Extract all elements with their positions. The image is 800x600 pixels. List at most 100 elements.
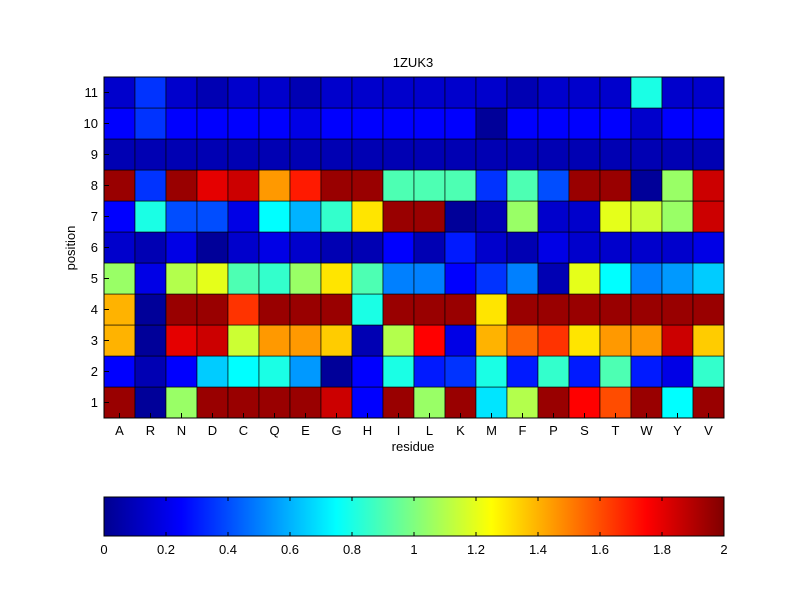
heatmap-cell	[258, 200, 291, 233]
heatmap-cell	[413, 169, 446, 202]
y-tick-label: 10	[84, 116, 98, 131]
heatmap-cell	[630, 355, 663, 388]
heatmap-cell	[103, 355, 136, 388]
heatmap-cell	[506, 231, 539, 264]
heatmap-cell	[165, 293, 198, 326]
y-tick-label: 6	[91, 240, 98, 255]
heatmap-cell	[134, 169, 167, 202]
heatmap-cell	[506, 107, 539, 140]
heatmap-cell	[382, 386, 415, 419]
x-tick-label: D	[208, 423, 217, 438]
x-tick-label: R	[146, 423, 155, 438]
heatmap-cell	[413, 107, 446, 140]
heatmap-cell	[475, 169, 508, 202]
heatmap-cell	[630, 200, 663, 233]
heatmap-cell	[103, 293, 136, 326]
heatmap-cell	[568, 355, 601, 388]
heatmap-cell	[134, 231, 167, 264]
heatmap-cell	[382, 262, 415, 295]
heatmap-cell	[196, 107, 229, 140]
heatmap-cell	[351, 355, 384, 388]
heatmap-cell	[134, 293, 167, 326]
heatmap-cell	[630, 231, 663, 264]
heatmap-cell	[537, 324, 570, 357]
heatmap-cell	[537, 293, 570, 326]
heatmap-cell	[258, 355, 291, 388]
heatmap-cell	[506, 200, 539, 233]
heatmap-cell	[382, 107, 415, 140]
heatmap-cell	[320, 76, 353, 109]
heatmap-cell	[289, 107, 322, 140]
x-tick-label: C	[239, 423, 248, 438]
heatmap-cell	[320, 386, 353, 419]
heatmap-cell	[475, 324, 508, 357]
heatmap-cell	[661, 138, 694, 171]
heatmap-cell	[475, 76, 508, 109]
heatmap-cell	[537, 231, 570, 264]
heatmap-cell	[661, 76, 694, 109]
y-tick-label: 4	[91, 302, 98, 317]
heatmap-cell	[537, 262, 570, 295]
heatmap-cell	[568, 293, 601, 326]
heatmap-cell	[258, 138, 291, 171]
heatmap-cell	[506, 76, 539, 109]
colorbar-ticks: 0 0.2 0.4 0.6 0.8 1 1.2 1.4 1.6 1.8 2	[100, 497, 728, 557]
heatmap-cell	[196, 138, 229, 171]
heatmap-cell	[413, 293, 446, 326]
heatmap-cell	[661, 355, 694, 388]
heatmap-cell	[165, 138, 198, 171]
heatmap-cell	[103, 169, 136, 202]
heatmap-cell	[413, 324, 446, 357]
heatmap-cell	[382, 231, 415, 264]
heatmap-cell	[568, 76, 601, 109]
heatmap-cell	[599, 76, 632, 109]
heatmap-cell	[537, 169, 570, 202]
heatmap-cell	[506, 138, 539, 171]
heatmap-cell	[258, 293, 291, 326]
heatmap-cell	[289, 231, 322, 264]
heatmap-cell	[599, 169, 632, 202]
heatmap-cell	[320, 231, 353, 264]
heatmap-cell	[444, 169, 477, 202]
heatmap-cell	[444, 200, 477, 233]
heatmap-cell	[320, 169, 353, 202]
y-tick-label: 8	[91, 178, 98, 193]
heatmap-cell	[475, 262, 508, 295]
colorbar-tick-label: 1.2	[467, 542, 485, 557]
heatmap-cell	[661, 386, 694, 419]
heatmap-cell	[351, 293, 384, 326]
x-tick-label: P	[549, 423, 558, 438]
x-tick-label: M	[486, 423, 497, 438]
heatmap-cell	[444, 107, 477, 140]
heatmap-cell	[599, 386, 632, 419]
colorbar	[103, 496, 725, 537]
heatmap-cell	[630, 107, 663, 140]
heatmap-cell	[227, 200, 260, 233]
heatmap-cell	[258, 76, 291, 109]
x-tick-label: V	[704, 423, 713, 438]
x-tick-label: F	[519, 423, 527, 438]
heatmap-cell	[537, 200, 570, 233]
y-tick-label: 2	[91, 364, 98, 379]
heatmap-cell	[258, 386, 291, 419]
heatmap-cell	[165, 107, 198, 140]
heatmap-cell	[227, 138, 260, 171]
heatmap-cell	[692, 169, 725, 202]
heatmap-cell	[661, 262, 694, 295]
heatmap-cell	[692, 293, 725, 326]
heatmap-cell	[351, 76, 384, 109]
heatmap-cell	[289, 262, 322, 295]
y-axis-label: position	[63, 226, 78, 271]
x-axis-label: residue	[392, 439, 435, 454]
heatmap-cell	[599, 324, 632, 357]
y-tick-label: 3	[91, 333, 98, 348]
x-tick-label: W	[640, 423, 653, 438]
heatmap-cell	[227, 262, 260, 295]
heatmap-cell	[444, 293, 477, 326]
heatmap-cell	[413, 231, 446, 264]
x-tick-label: E	[301, 423, 310, 438]
heatmap-cell	[289, 138, 322, 171]
heatmap-cell	[320, 107, 353, 140]
heatmap-cell	[444, 324, 477, 357]
heatmap-cell	[165, 200, 198, 233]
